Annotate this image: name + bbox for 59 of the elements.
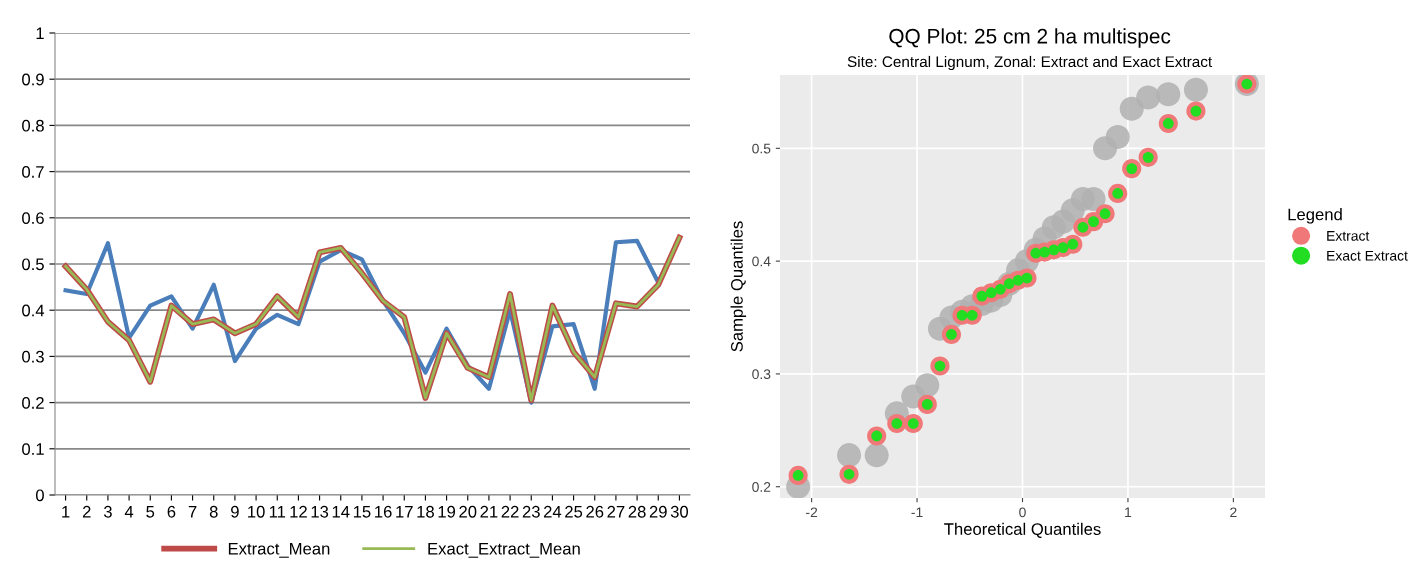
legend-label: Extract [1327, 231, 1370, 241]
x-tick-label: 6 [167, 505, 176, 518]
y-tick-label: 0 [35, 489, 44, 502]
x-tick-label: 20 [459, 505, 477, 518]
y-tick-label: 0.3 [752, 369, 771, 380]
y-tick-label: 0.2 [22, 397, 44, 409]
y-tick-label: 0.1 [22, 443, 44, 455]
x-tick-label: 19 [438, 505, 456, 518]
legend-title: Legend [1288, 208, 1342, 224]
x-tick-label: 23 [522, 505, 540, 518]
legend-label: Exact Extract [1327, 250, 1408, 261]
x-tick-label: 16 [375, 505, 392, 518]
y-tick-label: 0.7 [22, 166, 44, 178]
y-tick-label: 0.9 [22, 73, 44, 86]
x-tick-label: 2 [82, 505, 91, 518]
x-tick-label: 26 [586, 505, 604, 518]
legend-label: Exact_Extract_Mean [428, 542, 580, 558]
y-tick-label: 0.3 [22, 350, 44, 363]
x-tick-label: 8 [209, 505, 218, 518]
x-tick-label: 5 [146, 506, 155, 518]
y-tick-label: 0.6 [22, 212, 44, 224]
chart-title: QQ Plot: 25 cm 2 ha multispec [889, 28, 1171, 48]
x-tick-label: 3 [103, 505, 112, 518]
x-tick-label: 0 [1019, 507, 1026, 518]
y-tick-label: 0.8 [22, 119, 44, 132]
x-tick-label: 1 [1125, 507, 1132, 518]
y-tick-label: 0.4 [752, 256, 771, 267]
x-tick-label: 22 [501, 505, 519, 518]
x-tick-label: 7 [188, 506, 197, 518]
x-tick-label: 15 [353, 506, 371, 518]
x-tick-label: 9 [231, 505, 239, 518]
x-tick-label: 24 [543, 505, 562, 518]
x-axis-title: Theoretical Quantiles [944, 522, 1101, 538]
chart-subtitle: Site: Central Lignum, Zonal: Extract and Exact Extract [847, 55, 1213, 71]
x-tick-label: 29 [649, 505, 667, 518]
legend-label: Extract_Mean [228, 542, 330, 558]
y-tick-label: 0.5 [22, 258, 44, 271]
x-tick-label: 30 [670, 505, 689, 518]
x-tick-label: 2 [1230, 507, 1237, 518]
y-tick-label: 0.4 [22, 304, 45, 317]
x-tick-label: -2 [806, 507, 818, 518]
x-tick-label: 25 [565, 505, 583, 518]
x-tick-label: 14 [332, 506, 350, 518]
y-tick-label: 0.5 [752, 143, 771, 154]
x-tick-label: 1 [62, 506, 70, 518]
y-axis-title: Sample Quantiles [730, 221, 747, 352]
x-tick-label: 11 [269, 506, 286, 518]
x-tick-label: 12 [290, 505, 307, 518]
x-tick-label: 18 [417, 505, 434, 518]
x-tick-label: 28 [628, 505, 646, 518]
y-tick-label: 1 [36, 27, 44, 40]
x-tick-label: 27 [607, 505, 625, 518]
x-tick-label: 21 [480, 505, 498, 518]
x-tick-label: 13 [311, 505, 329, 518]
y-tick-label: 0.2 [752, 482, 771, 492]
x-tick-label: 10 [248, 505, 265, 518]
x-tick-label: 4 [124, 506, 134, 518]
x-tick-label: 17 [396, 506, 413, 518]
x-tick-label: -1 [911, 507, 923, 518]
